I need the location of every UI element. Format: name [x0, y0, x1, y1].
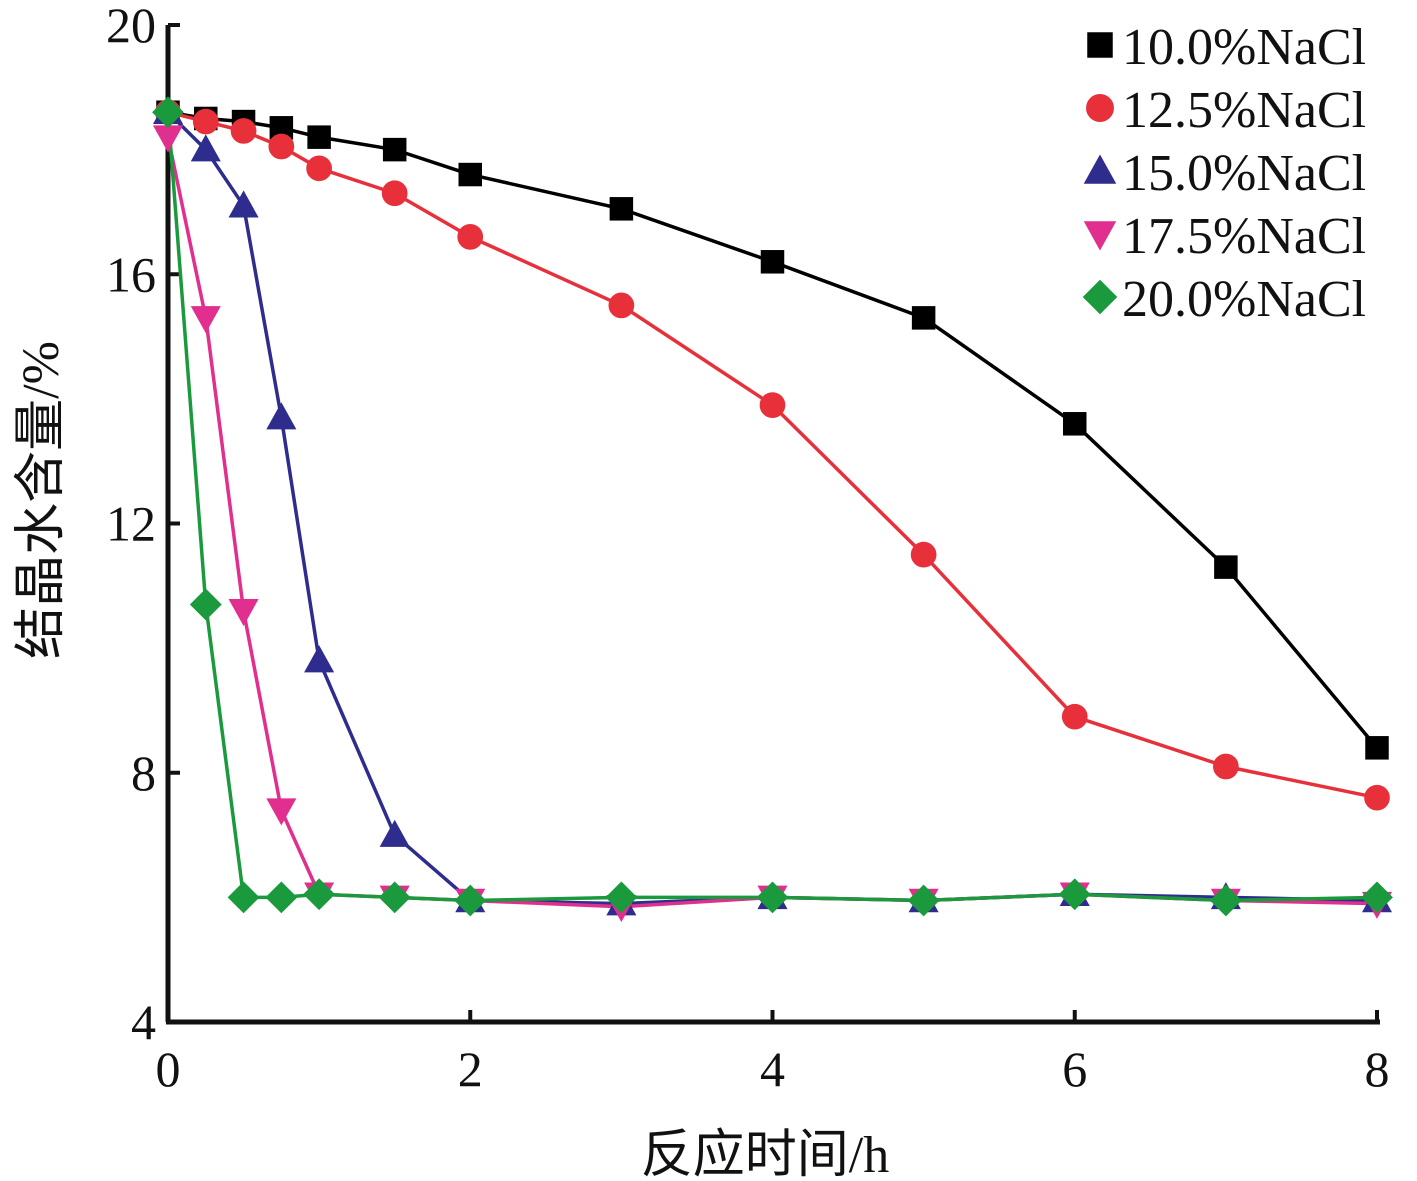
- legend-label-2: 12.5%NaCl: [1122, 82, 1366, 139]
- legend-marker-5: [1082, 279, 1118, 315]
- data-point-series-2: [1364, 784, 1390, 811]
- data-point-series-4: [152, 125, 184, 153]
- data-point-series-1: [1214, 555, 1238, 579]
- data-point-series-4: [190, 306, 221, 334]
- data-point-series-5: [454, 884, 487, 917]
- data-point-series-3: [228, 190, 259, 218]
- data-point-series-1: [1365, 736, 1389, 760]
- data-point-series-5: [189, 588, 222, 621]
- legend-marker-2: [1086, 94, 1114, 122]
- data-point-series-4: [228, 598, 259, 627]
- data-point-series-2: [457, 224, 484, 250]
- legend-label-5: 20.0%NaCl: [1122, 271, 1366, 328]
- data-point-series-2: [910, 541, 937, 568]
- legend-marker-3: [1083, 154, 1117, 184]
- x-axis-title: 反应时间/h: [641, 1127, 889, 1181]
- y-tick-label: 12: [106, 496, 156, 552]
- data-point-series-4: [266, 798, 297, 826]
- data-point-series-1: [609, 197, 634, 221]
- y-axis-title: 结晶水含量/%: [13, 341, 70, 659]
- ticks: 0 2 4 6 8 4 8 12 16 20: [106, 0, 1390, 1097]
- data-point-series-1: [760, 250, 785, 274]
- x-tick-label: 4: [760, 1041, 785, 1097]
- data-point-series-5: [152, 96, 184, 129]
- data-point-series-5: [907, 884, 940, 917]
- data-point-series-2: [230, 118, 257, 144]
- legend-label-1: 10.0%NaCl: [1122, 19, 1366, 76]
- data-point-series-2: [608, 292, 635, 319]
- data-point-series-1: [911, 306, 936, 330]
- y-tick-label: 16: [106, 246, 156, 302]
- data-point-series-3: [190, 134, 221, 162]
- y-tick-label: 4: [131, 994, 156, 1050]
- data-point-series-2: [306, 155, 332, 182]
- series-markers: [152, 96, 1393, 923]
- x-tick-label: 8: [1365, 1041, 1390, 1097]
- data-point-series-1: [382, 137, 407, 162]
- legend-marker-1: [1087, 32, 1113, 58]
- legend-label-3: 15.0%NaCl: [1122, 145, 1366, 202]
- data-point-series-3: [266, 402, 297, 430]
- data-point-series-5: [303, 878, 336, 911]
- data-point-series-2: [759, 392, 786, 418]
- data-point-series-5: [265, 881, 298, 914]
- data-point-series-5: [1209, 884, 1242, 917]
- data-point-series-5: [756, 881, 789, 914]
- data-point-series-5: [227, 881, 260, 914]
- data-point-series-3: [304, 645, 335, 673]
- x-tick-label: 2: [458, 1041, 483, 1097]
- legend: 10.0%NaCl 12.5%NaCl 15.0%NaCl 17.5%NaCl 20.0…: [1082, 19, 1366, 328]
- y-tick-label: 8: [131, 745, 156, 801]
- data-point-series-5: [605, 881, 638, 914]
- data-point-series-2: [268, 133, 295, 160]
- legend-label-4: 17.5%NaCl: [1122, 208, 1366, 265]
- data-point-series-3: [379, 819, 410, 847]
- data-point-series-5: [378, 881, 411, 914]
- data-point-series-5: [1361, 881, 1393, 914]
- x-tick-label: 0: [156, 1041, 181, 1097]
- data-point-series-1: [458, 162, 482, 187]
- data-point-series-2: [1213, 753, 1239, 780]
- legend-marker-4: [1083, 221, 1117, 251]
- data-point-series-2: [1061, 703, 1088, 730]
- data-point-series-2: [381, 180, 408, 207]
- data-point-series-1: [1063, 412, 1087, 436]
- x-tick-label: 6: [1062, 1041, 1087, 1097]
- data-point-series-5: [1058, 878, 1091, 911]
- y-tick-label: 20: [106, 0, 156, 53]
- data-point-series-1: [307, 125, 331, 149]
- data-point-series-2: [192, 108, 219, 135]
